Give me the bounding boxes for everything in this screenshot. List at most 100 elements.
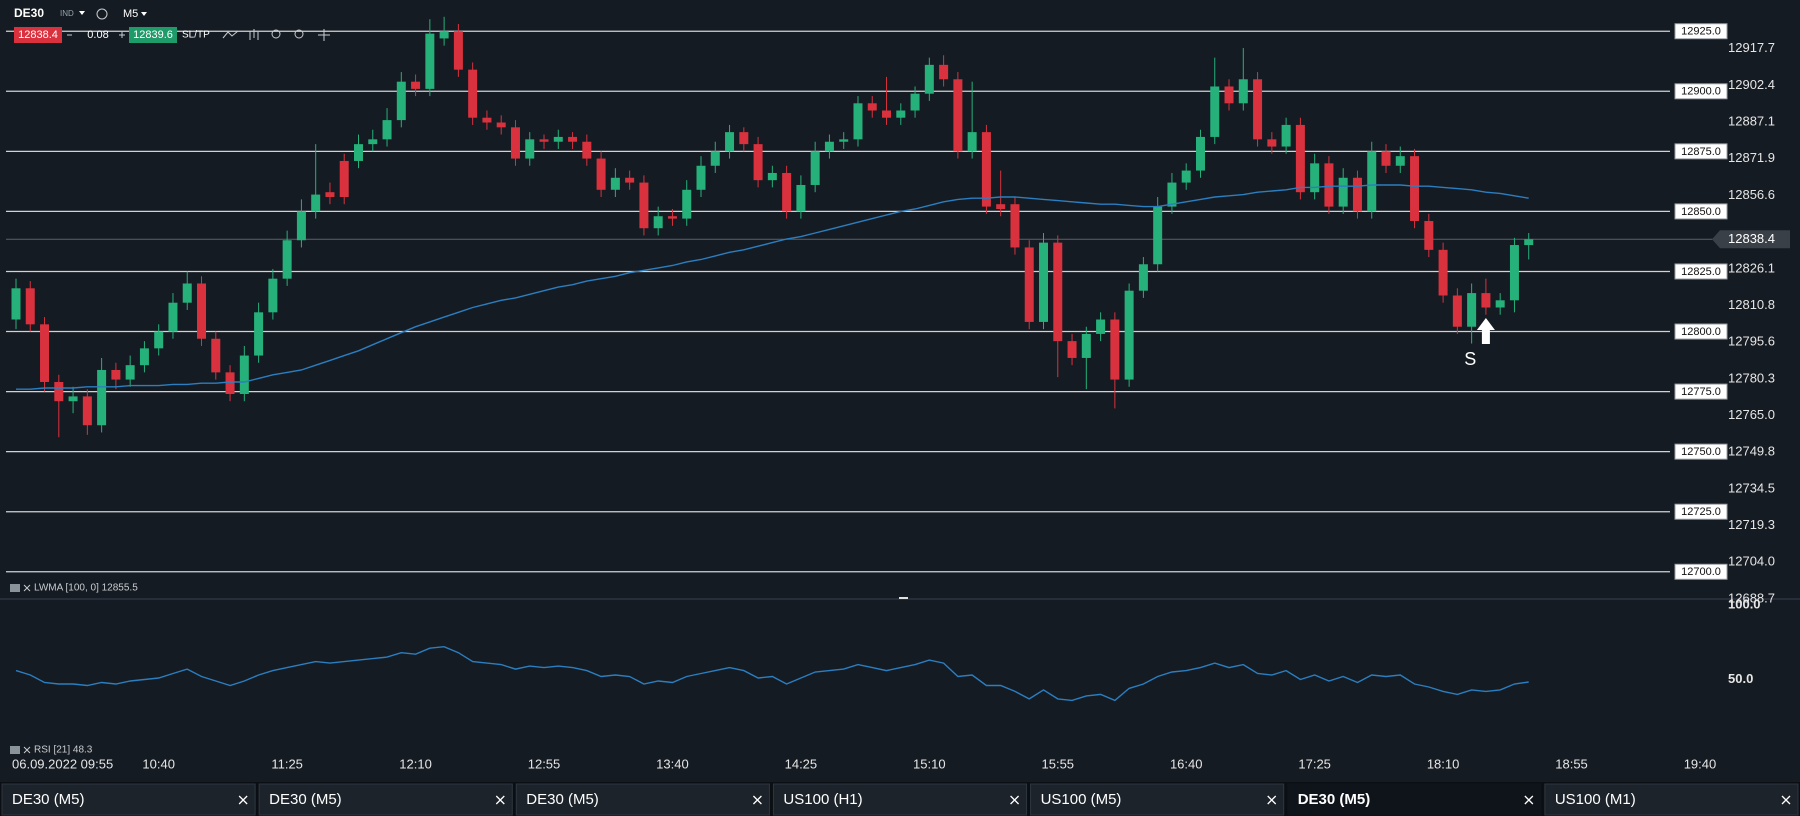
x-tick-label: 10:40: [142, 756, 175, 771]
panel-resize-handle[interactable]: [899, 597, 908, 599]
candle-body: [239, 355, 249, 394]
tab[interactable]: [1287, 783, 1542, 816]
tab[interactable]: [1, 783, 256, 816]
candle-body: [40, 324, 50, 382]
candle-body: [767, 172, 777, 181]
level-label: 12925.0: [1681, 26, 1721, 38]
tab-label[interactable]: DE30 (M5): [12, 791, 85, 808]
indicator-close[interactable]: [23, 584, 31, 592]
tab[interactable]: [772, 783, 1028, 816]
level-label: 12750.0: [1681, 446, 1721, 458]
y-tick-label: 12887.1: [1728, 114, 1775, 129]
tab-close[interactable]: [752, 795, 762, 805]
zoom-in-icon[interactable]: [294, 29, 304, 39]
indicator-close[interactable]: [23, 746, 31, 754]
tab-close[interactable]: [238, 795, 248, 805]
draw-tool-icon[interactable]: [222, 30, 239, 39]
current-price-label: 12838.4: [1728, 231, 1775, 246]
candle-body: [54, 381, 64, 402]
candle-body: [1495, 300, 1505, 308]
tab[interactable]: [258, 783, 513, 816]
candle-body: [924, 64, 934, 94]
x-tick-label: 17:25: [1298, 756, 1331, 771]
indicator-label: LWMA [100, 0] 12855.5: [34, 583, 138, 594]
tab-label[interactable]: US100 (H1): [783, 791, 862, 808]
tab-close[interactable]: [495, 795, 505, 805]
tab-label[interactable]: DE30 (M5): [526, 791, 599, 808]
candle-body: [1124, 290, 1134, 380]
candle-body: [1053, 242, 1063, 342]
candle-body: [1352, 177, 1362, 212]
candle-body: [539, 139, 549, 142]
candle-body: [610, 177, 620, 190]
chart: 12917.7 12902.4 12887.1 12871.9 12856.6 12826…: [0, 16, 1800, 771]
candle-body: [482, 117, 492, 123]
candle-body: [382, 120, 392, 140]
x-tick-label: 12:10: [399, 756, 432, 771]
y-tick-label: 12719.3: [1728, 517, 1775, 532]
candle-body: [1410, 156, 1420, 222]
candle-body: [25, 288, 35, 325]
x-tick-label: 15:10: [913, 756, 946, 771]
candle-body: [496, 122, 506, 128]
info-icon[interactable]: [96, 8, 108, 20]
tab-bar: DE30 (M5) DE30 (M5) DE30 (M5) US100 (H1) US1…: [0, 782, 1800, 816]
x-tick-label: 18:55: [1555, 756, 1588, 771]
y-tick-label: 12795.6: [1728, 334, 1775, 349]
level-label: 12825.0: [1681, 266, 1721, 278]
sell-button[interactable]: [14, 27, 62, 43]
tab-close[interactable]: [1010, 795, 1020, 805]
candle-body: [1153, 206, 1163, 265]
candle-body: [439, 31, 449, 39]
level-label: 12700.0: [1681, 566, 1721, 578]
tab-label[interactable]: DE30 (M5): [1298, 791, 1371, 808]
crosshair-icon[interactable]: [318, 29, 330, 41]
level-label: 12775.0: [1681, 386, 1721, 398]
candle-body: [1524, 239, 1534, 246]
candle-body: [1195, 136, 1205, 171]
tab-close[interactable]: [1781, 795, 1791, 805]
x-tick-label: 12:55: [528, 756, 561, 771]
y-tick-label: 12810.8: [1728, 297, 1775, 312]
timeframe[interactable]: M5: [123, 8, 138, 20]
sl-tp-button[interactable]: SL/TP: [182, 30, 210, 41]
candle-body: [282, 240, 292, 279]
candle-body: [725, 132, 735, 152]
plus-icon[interactable]: [119, 32, 125, 38]
tab[interactable]: [1030, 783, 1285, 816]
dropdown-icon[interactable]: [79, 11, 85, 15]
candle-body: [1467, 293, 1477, 327]
tab[interactable]: [1544, 783, 1799, 816]
candle-body: [353, 144, 363, 161]
tab-close[interactable]: [1524, 795, 1534, 805]
tab-close[interactable]: [1267, 795, 1277, 805]
level-label: 12875.0: [1681, 146, 1721, 158]
candle-body: [996, 204, 1006, 210]
dropdown-icon[interactable]: [141, 12, 147, 16]
candle-body: [468, 69, 478, 118]
candle-body: [753, 144, 763, 181]
level-label-box: [1674, 383, 1728, 400]
level-label-box: [1674, 143, 1728, 160]
symbol[interactable]: DE30: [14, 6, 44, 20]
candle-body: [139, 348, 149, 366]
tab-label[interactable]: US100 (M5): [1041, 791, 1122, 808]
candle-body: [396, 81, 406, 121]
candle-body: [967, 132, 977, 152]
rsi-line: [15, 645, 1529, 702]
indicator-icon[interactable]: [249, 29, 259, 40]
tab[interactable]: [515, 783, 770, 816]
tab-label[interactable]: DE30 (M5): [269, 791, 342, 808]
candle-body: [839, 139, 849, 142]
buy-button[interactable]: [129, 27, 177, 43]
candle-body: [296, 211, 306, 241]
tab-label[interactable]: US100 (M1): [1555, 791, 1636, 808]
candle-body: [1310, 163, 1320, 193]
candle-body: [1438, 249, 1448, 296]
candle-body: [97, 369, 107, 426]
zoom-out-icon[interactable]: [271, 29, 281, 39]
candle-body: [682, 189, 692, 219]
